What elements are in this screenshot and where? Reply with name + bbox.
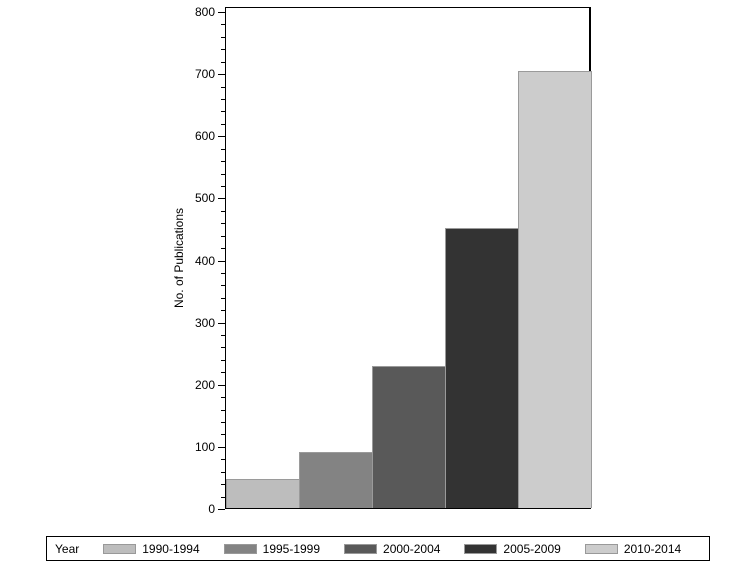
y-tick [221, 310, 225, 311]
legend-swatch [103, 543, 137, 554]
y-tick [221, 111, 225, 112]
y-tick [221, 497, 225, 498]
bar-2000-2004 [372, 365, 446, 508]
y-tick [221, 360, 225, 361]
y-tick [221, 285, 225, 286]
legend-swatch [223, 543, 257, 554]
bar-2005-2009 [445, 227, 519, 508]
y-tick [221, 434, 225, 435]
y-tick [218, 323, 225, 324]
bar-2010-2014 [518, 70, 592, 508]
y-tick [221, 472, 225, 473]
legend-title: Year [55, 541, 80, 556]
bar-1995-1999 [299, 452, 373, 508]
legend: Year 1990-1994 1995-1999 2000-2004 2005-… [46, 536, 710, 561]
y-tick [221, 273, 225, 274]
y-tick [221, 62, 225, 63]
y-tick [218, 509, 225, 510]
y-tick [221, 397, 225, 398]
y-tick-label: 500 [194, 191, 215, 205]
y-tick [221, 223, 225, 224]
y-tick-label: 400 [194, 254, 215, 268]
legend-swatch [464, 543, 498, 554]
y-tick-label: 600 [194, 129, 215, 143]
y-tick [221, 87, 225, 88]
legend-swatch [584, 543, 618, 554]
y-tick [221, 49, 225, 50]
y-tick [221, 298, 225, 299]
y-tick [221, 372, 225, 373]
y-tick [221, 24, 225, 25]
y-tick [221, 248, 225, 249]
y-tick [221, 335, 225, 336]
y-tick [218, 12, 225, 13]
y-tick [218, 198, 225, 199]
y-tick [221, 484, 225, 485]
legend-label: 2010-2014 [623, 541, 682, 556]
y-tick-label: 200 [194, 378, 215, 392]
y-tick [221, 161, 225, 162]
y-tick [221, 37, 225, 38]
bar-1990-1994 [226, 478, 300, 508]
y-tick [221, 149, 225, 150]
y-tick [221, 124, 225, 125]
y-tick-label: 100 [194, 440, 215, 454]
y-tick [221, 99, 225, 100]
legend-label: 1995-1999 [262, 541, 321, 556]
legend-item: 2000-2004 [344, 542, 440, 556]
y-tick [221, 174, 225, 175]
legend-swatch [344, 543, 378, 554]
legend-label: 2000-2004 [383, 541, 441, 556]
y-tick [221, 236, 225, 237]
y-tick [221, 186, 225, 187]
legend-label: 1990-1994 [142, 541, 200, 556]
legend-item: 1995-1999 [223, 541, 321, 556]
y-tick-label: 800 [194, 5, 215, 19]
y-tick [218, 385, 225, 386]
y-tick [221, 459, 225, 460]
legend-item: 2010-2014 [584, 541, 682, 556]
y-tick [221, 347, 225, 348]
y-tick [221, 422, 225, 423]
y-tick [221, 410, 225, 411]
legend-item: 1990-1994 [103, 541, 200, 556]
y-tick [218, 261, 225, 262]
legend-item: 2005-2009 [464, 541, 561, 556]
y-tick-label: 300 [194, 316, 215, 330]
y-tick [218, 447, 225, 448]
y-tick [218, 74, 225, 75]
plot-area [225, 7, 592, 509]
y-tick [221, 211, 225, 212]
y-tick-label: 0 [208, 502, 215, 516]
y-tick-label: 700 [194, 67, 215, 81]
legend-label: 2005-2009 [503, 541, 561, 556]
y-tick [218, 136, 225, 137]
